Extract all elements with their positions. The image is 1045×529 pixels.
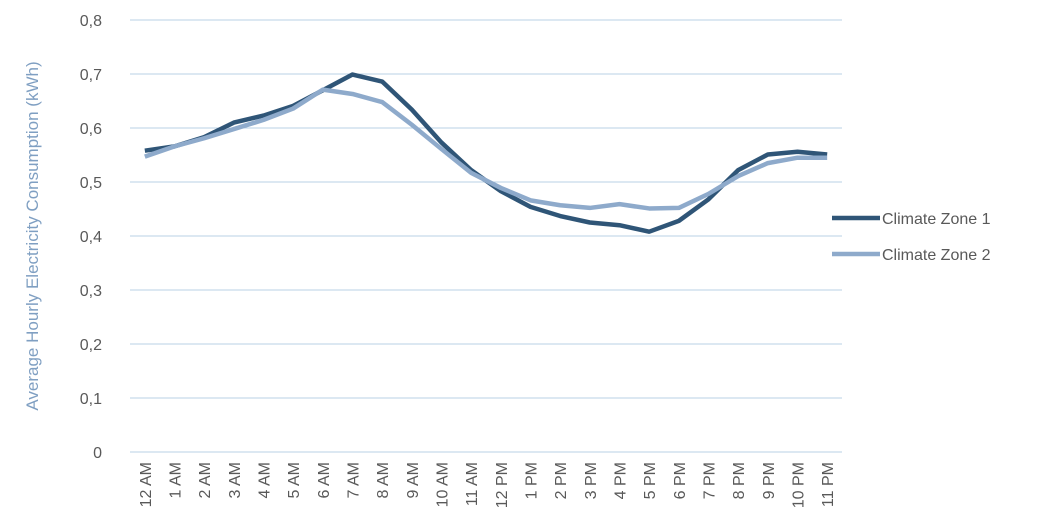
x-tick-label: 4 PM <box>613 462 630 499</box>
x-tick-label: 8 AM <box>375 462 392 498</box>
x-tick-label: 10 AM <box>435 462 452 507</box>
y-tick-label: 0,8 <box>80 13 102 30</box>
line <box>144 87 828 211</box>
x-tick-label: 9 PM <box>761 462 778 499</box>
x-tick-label: 7 PM <box>702 462 719 499</box>
x-tick-label: 3 AM <box>227 462 244 498</box>
y-tick-label: 0 <box>93 445 102 462</box>
x-tick-label: 10 PM <box>791 462 808 508</box>
x-tick-label: 7 AM <box>346 462 363 498</box>
x-tick-label: 6 PM <box>672 462 689 499</box>
x-tick-label: 3 PM <box>583 462 600 499</box>
y-tick-label: 0,5 <box>80 175 102 192</box>
y-tick-label: 0,1 <box>80 391 102 408</box>
x-tick-label: 11 AM <box>464 462 481 506</box>
x-tick-label: 12 AM <box>138 462 155 507</box>
y-tick-label: 0,4 <box>80 229 102 246</box>
y-tick-label: 0,2 <box>80 337 102 354</box>
x-tick-label: 8 PM <box>731 462 748 499</box>
x-tick-label: 1 PM <box>524 462 541 499</box>
y-tick-label: 0,7 <box>80 67 102 84</box>
x-tick-label: 2 PM <box>553 462 570 499</box>
x-tick-label: 11 PM <box>820 462 837 507</box>
legend-label: Climate Zone 1 <box>882 211 991 228</box>
x-tick-label: 1 AM <box>168 462 185 498</box>
y-axis-title: Average Hourly Electricity Consumption (… <box>23 61 42 410</box>
y-tick-label: 0,6 <box>80 121 102 138</box>
x-tick-label: 9 AM <box>405 462 422 498</box>
legend-label: Climate Zone 2 <box>882 247 991 264</box>
y-tick-label: 0,3 <box>80 283 102 300</box>
x-tick-label: 4 AM <box>257 462 274 498</box>
x-tick-label: 5 AM <box>286 462 303 498</box>
line <box>144 72 828 234</box>
x-tick-label: 12 PM <box>494 462 511 508</box>
x-tick-label: 2 AM <box>197 462 214 498</box>
x-tick-label: 6 AM <box>316 462 333 498</box>
x-tick-label: 5 PM <box>642 462 659 499</box>
